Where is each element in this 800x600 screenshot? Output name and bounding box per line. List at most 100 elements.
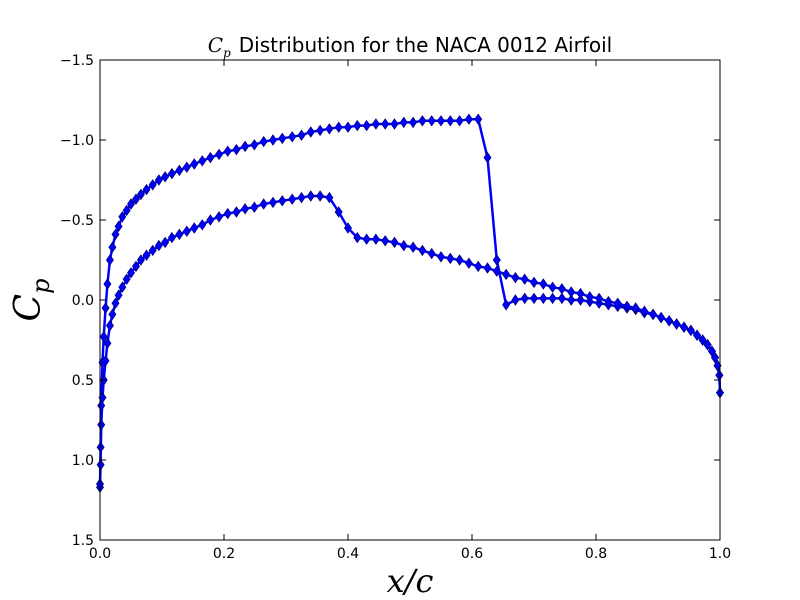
data-point [672,318,681,330]
data-point [437,115,445,127]
y-axis-label-sub: p [27,279,55,294]
data-point [548,281,557,293]
data-point [371,118,380,130]
data-point [649,308,658,321]
data-point [316,190,325,202]
data-point [241,203,250,215]
data-point [418,244,427,257]
data-point [511,294,520,306]
data-point [103,278,112,290]
data-point [539,278,548,290]
data-point [161,236,170,249]
data-point [548,292,557,305]
data-point [446,115,455,127]
data-point [167,167,176,180]
data-point [680,321,689,333]
data-point [175,228,184,241]
data-point [182,161,191,173]
data-point [131,193,140,205]
data-point [362,119,371,132]
data-point [250,139,259,151]
data-point [108,241,117,253]
data-point [161,171,170,183]
data-point [437,251,445,263]
y-tick-label: −0.5 [60,213,94,229]
data-point [250,201,259,213]
data-point [154,174,163,186]
data-point [539,292,548,305]
x-axis-label: x/c [387,562,434,600]
data-point [306,126,315,138]
data-point [707,345,716,357]
data-point [278,195,287,207]
data-point [576,287,585,300]
data-point [344,121,352,133]
x-tick-label: 0.4 [337,546,359,562]
data-point [122,204,131,217]
data-point [148,179,157,191]
data-point [711,351,720,364]
data-point [665,315,674,327]
data-point [613,297,622,309]
data-point [206,151,215,164]
data-point [306,190,315,202]
data-point [114,220,123,233]
data-point [520,292,529,305]
data-point [268,134,277,146]
data-point [640,305,649,317]
data-point [409,116,418,129]
data-point [344,222,352,234]
data-point [418,115,427,127]
data-point [136,188,145,201]
data-point [288,193,297,205]
data-point [511,271,520,284]
y-tick-label: −1.5 [60,53,94,69]
x-tick-label: 1.0 [709,546,731,562]
data-point [118,281,127,293]
data-point [427,247,436,260]
data-point [502,299,511,311]
data-point [455,115,464,127]
data-point [111,297,120,309]
data-point [103,337,112,349]
data-point [353,119,362,132]
data-point [604,295,613,308]
data-point [698,334,707,346]
data-point [97,419,106,431]
data-point [142,249,151,261]
data-point [530,292,538,305]
data-point [190,222,199,234]
data-point [105,319,114,332]
data-point [399,239,408,252]
data-point [371,233,380,245]
title-math: C [208,33,223,57]
data-point [446,252,455,265]
data-point [148,244,157,257]
data-point [142,183,151,196]
data-point [297,191,306,204]
data-point [631,302,640,314]
data-point [409,241,418,253]
data-point [297,129,306,141]
x-tick-label: 0.2 [213,546,235,562]
y-tick-label: 1.5 [72,533,94,549]
data-point [686,324,695,337]
data-point [198,219,207,231]
data-point [190,158,199,170]
data-point [576,294,585,306]
data-point [288,131,297,143]
data-point [334,121,343,133]
data-point [215,211,224,223]
data-point [154,239,163,252]
data-point [455,254,464,266]
data-point [175,164,184,177]
plot-area [96,113,724,493]
data-point [101,355,110,367]
data-point [167,231,176,244]
x-tick-label: 0.8 [585,546,607,562]
data-point [232,206,241,218]
data-point [657,311,666,324]
data-point [206,214,215,226]
data-point [390,236,399,249]
